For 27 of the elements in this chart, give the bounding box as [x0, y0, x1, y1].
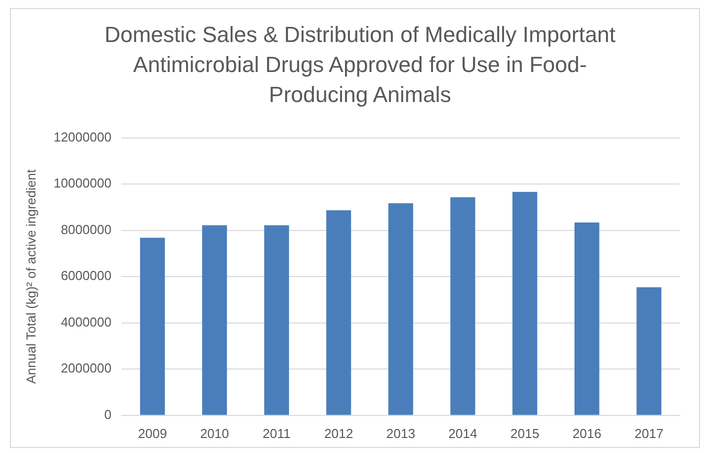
bar — [264, 225, 290, 415]
chart-title: Domestic Sales & Distribution of Medically Important Antimicrobial Drugs Approved for Use in Food-Producing Animals — [103, 21, 617, 109]
x-tick-label: 2011 — [262, 426, 291, 441]
y-tick-label: 2000000 — [60, 360, 112, 376]
bar — [450, 197, 476, 415]
x-tick-label: 2015 — [510, 426, 540, 441]
bar — [512, 192, 538, 415]
bar — [388, 203, 414, 415]
x-tick-label: 2016 — [572, 426, 602, 441]
x-tick-label: 2017 — [634, 426, 664, 441]
x-tick-label: 2012 — [324, 426, 354, 441]
x-tick-label: 2014 — [448, 426, 478, 441]
bar — [326, 210, 352, 415]
y-axis-title: Annual Total (kg)² of active ingredient — [23, 169, 38, 384]
y-tick-label: 12000000 — [54, 129, 112, 144]
x-tick-label: 2013 — [386, 426, 416, 441]
x-tick-label: 2010 — [200, 426, 229, 441]
bar — [140, 238, 165, 415]
bar — [636, 287, 662, 415]
x-tick-label: 2009 — [138, 426, 167, 441]
bar — [574, 222, 600, 415]
y-tick-label: 10000000 — [54, 176, 112, 191]
y-tick-label: 8000000 — [60, 222, 112, 237]
y-tick-label: 6000000 — [60, 268, 112, 284]
y-tick-label: 0 — [104, 406, 112, 422]
y-tick-label: 4000000 — [60, 314, 112, 330]
bar — [202, 225, 227, 415]
